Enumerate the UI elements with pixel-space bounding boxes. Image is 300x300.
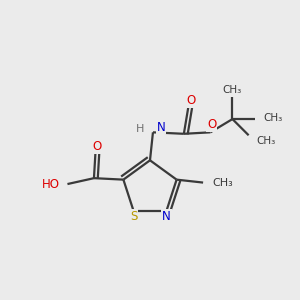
Text: S: S xyxy=(130,210,137,223)
Text: CH₃: CH₃ xyxy=(223,85,242,94)
Text: O: O xyxy=(186,94,195,107)
Text: O: O xyxy=(92,140,101,153)
Text: HO: HO xyxy=(42,178,60,190)
Text: CH₃: CH₃ xyxy=(256,136,275,146)
Text: N: N xyxy=(157,121,165,134)
Text: N: N xyxy=(162,210,171,223)
Text: H: H xyxy=(136,124,145,134)
Text: CH₃: CH₃ xyxy=(263,112,283,123)
Text: O: O xyxy=(207,118,217,131)
Text: CH₃: CH₃ xyxy=(212,178,233,188)
